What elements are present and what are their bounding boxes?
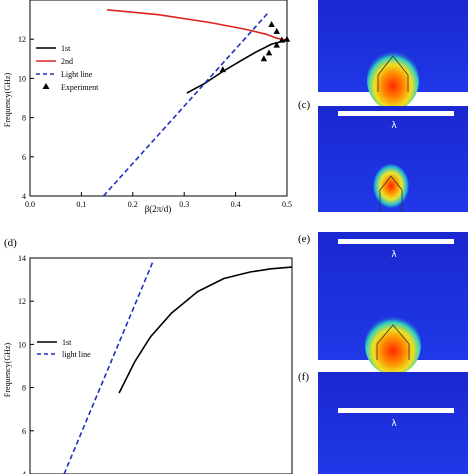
top-y-tick-label: 6 bbox=[22, 153, 26, 162]
field-map-top-outline bbox=[377, 55, 409, 92]
field-map-top-hotspot bbox=[367, 50, 419, 110]
top-y-tick-label: 4 bbox=[22, 192, 26, 201]
top-legend: 1st 2nd Light line Experiment bbox=[36, 44, 99, 92]
scale-label-c: λ bbox=[391, 121, 397, 131]
legend-d-1st-label: 1st bbox=[62, 338, 72, 347]
legend-experiment-marker bbox=[42, 83, 50, 89]
panel-d-label: (d) bbox=[4, 237, 17, 249]
field-map-e: (e) λ bbox=[298, 232, 468, 375]
top-x-tick-label: 0.1 bbox=[76, 200, 86, 209]
scale-bar-f bbox=[338, 408, 454, 413]
field-map-c-outline bbox=[379, 175, 403, 212]
bottom-y-tick-label: 6 bbox=[22, 427, 26, 436]
top-x-axis-label: β(2π/d) bbox=[145, 204, 172, 214]
top-chart-marks bbox=[102, 9, 291, 197]
top-series-light-line-line bbox=[102, 11, 270, 197]
top-y-tick-label: 10 bbox=[18, 74, 26, 83]
field-map-c-hotspot bbox=[373, 164, 409, 208]
scale-bar-c bbox=[338, 111, 454, 116]
bottom-series-1st-line bbox=[118, 266, 293, 394]
legend-experiment-label: Experiment bbox=[61, 83, 99, 92]
bottom-legend: 1st light line bbox=[37, 338, 91, 359]
panel-c-label: (c) bbox=[298, 99, 311, 111]
top-y-tick-label: 8 bbox=[22, 114, 26, 123]
top-plot-frame bbox=[29, 0, 288, 197]
field-map-e-hotspot bbox=[365, 315, 421, 375]
bottom-chart-marks bbox=[63, 260, 293, 474]
top-series-experiment-point bbox=[265, 49, 273, 56]
top-x-tick-label: 0.3 bbox=[179, 200, 189, 209]
field-map-f: (f) λ bbox=[298, 371, 468, 474]
field-map-c: (c) λ bbox=[298, 99, 468, 212]
panel-f-label: (f) bbox=[298, 371, 309, 383]
top-series-experiment-point bbox=[283, 35, 291, 42]
bottom-plot-frame bbox=[29, 257, 293, 474]
top-series-2nd-line bbox=[107, 9, 288, 41]
top-series-experiment-point bbox=[268, 21, 275, 27]
bottom-y-tick-label: 14 bbox=[18, 254, 26, 263]
bottom-y-tick-label: 10 bbox=[18, 340, 26, 349]
top-series-experiment-point bbox=[260, 55, 268, 62]
bottom-y-axis-label: Frequency(GHz) bbox=[3, 343, 12, 398]
field-map-f-bg bbox=[318, 372, 468, 474]
top-series-experiment-point bbox=[273, 41, 280, 48]
top-y-axis-label: Frequency(GHz) bbox=[3, 73, 12, 128]
bottom-y-tick-label: 12 bbox=[18, 297, 26, 306]
bottom-chart-axes: 4 6 8 10 12 14 bbox=[18, 254, 34, 474]
bottom-y-tick-label: 8 bbox=[22, 384, 26, 393]
bottom-series-light-line-line bbox=[63, 260, 154, 474]
bottom-chart: (d) 4 6 8 10 12 14 Frequency(GHz) 1st light l… bbox=[3, 237, 293, 474]
bottom-y-tick-label: 4 bbox=[22, 470, 26, 474]
scale-bar-e bbox=[338, 239, 454, 244]
legend-2nd-label: 2nd bbox=[61, 57, 73, 66]
top-series-experiment-point bbox=[278, 36, 286, 43]
top-x-tick-label: 0.5 bbox=[282, 200, 292, 209]
scale-label-f: λ bbox=[391, 419, 397, 429]
legend-light-line-label: Light line bbox=[61, 70, 93, 79]
scale-label-e: λ bbox=[391, 250, 397, 260]
top-x-tick-label: 0.2 bbox=[128, 200, 138, 209]
field-map-top bbox=[318, 0, 468, 110]
top-x-tick-label: 0.4 bbox=[231, 200, 241, 209]
top-chart: 4 6 8 10 12 0.0 0.1 0.2 0.3 0.4 0.5 β(2π/d) Freque… bbox=[3, 0, 292, 214]
top-x-tick-label: 0.0 bbox=[25, 200, 35, 209]
top-series-experiment-point bbox=[273, 27, 280, 34]
top-series-experiment-point bbox=[219, 66, 226, 73]
top-chart-axes: 4 6 8 10 12 0.0 0.1 0.2 0.3 0.4 0.5 bbox=[18, 35, 292, 209]
panel-e-label: (e) bbox=[298, 233, 311, 245]
legend-1st-label: 1st bbox=[61, 44, 71, 53]
top-y-tick-label: 12 bbox=[18, 35, 26, 44]
top-series-1st-line bbox=[186, 39, 288, 94]
legend-d-light-line-label: light line bbox=[62, 350, 91, 359]
field-map-e-outline bbox=[376, 324, 410, 360]
